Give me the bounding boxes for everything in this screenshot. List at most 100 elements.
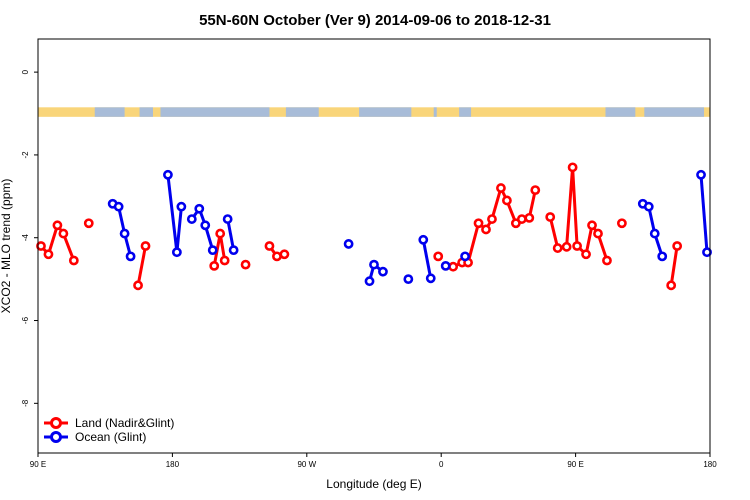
y-tick-label: -4	[21, 234, 30, 242]
data-point	[209, 260, 220, 271]
band-ocean	[605, 107, 636, 117]
legend-land-marker	[50, 417, 62, 429]
data-point	[369, 259, 379, 270]
data-point	[460, 251, 470, 262]
data-point	[440, 260, 451, 271]
data-point	[200, 220, 211, 231]
data-point	[403, 274, 414, 285]
data-point	[649, 228, 660, 239]
x-tick-label: 180	[166, 460, 180, 469]
series-line-segment	[226, 218, 236, 251]
band-ocean	[94, 107, 125, 117]
series-ocean	[107, 169, 712, 287]
data-point	[378, 266, 388, 277]
data-point	[186, 214, 197, 224]
data-point	[52, 220, 63, 231]
data-point	[176, 201, 187, 212]
data-point	[552, 243, 563, 253]
data-point	[343, 239, 354, 249]
data-point	[581, 249, 591, 260]
series-line-segment	[190, 207, 215, 251]
data-point	[264, 241, 275, 251]
data-point	[228, 245, 239, 256]
band-ocean	[285, 107, 319, 117]
data-point	[171, 247, 182, 258]
data-point	[657, 251, 668, 262]
x-tick-label: 90 E	[567, 460, 583, 469]
y-tick-label: 0	[21, 69, 30, 74]
data-point	[487, 214, 497, 224]
band-ocean	[433, 107, 437, 117]
data-point	[240, 259, 251, 270]
data-point	[567, 162, 578, 173]
data-point	[496, 183, 506, 193]
legend-item-land: Land (Nadir&Glint)	[44, 416, 174, 430]
x-tick-label: 90 W	[297, 460, 316, 469]
legend-ocean-marker	[50, 431, 62, 443]
data-point	[572, 241, 582, 251]
series-line-segment	[669, 245, 679, 286]
x-axis: 90 E 180 90 W 0 90 E 180	[30, 453, 717, 469]
data-point	[433, 251, 444, 262]
band-ocean	[139, 107, 153, 117]
band-ocean	[459, 107, 472, 117]
series-line-segment	[421, 239, 433, 279]
x-tick-label: 90 E	[30, 460, 46, 469]
band-ocean	[359, 107, 412, 117]
data-point	[666, 280, 677, 291]
data-point	[425, 273, 436, 284]
data-point	[207, 245, 218, 256]
data-point	[222, 214, 233, 224]
legend: Land (Nadir&Glint) Ocean (Glint)	[44, 416, 174, 444]
data-point	[279, 249, 290, 260]
data-point	[219, 255, 230, 266]
data-point	[83, 218, 94, 229]
data-point	[672, 241, 683, 251]
data-point	[215, 228, 226, 239]
data-point	[593, 228, 603, 239]
data-point	[516, 214, 527, 224]
data-point	[530, 185, 541, 196]
y-tick-label: -8	[21, 399, 30, 407]
data-point	[561, 241, 572, 252]
data-point	[36, 241, 46, 251]
data-point	[696, 169, 706, 180]
series-layer	[36, 162, 712, 291]
data-point	[125, 251, 136, 262]
data-point	[43, 249, 54, 260]
data-point	[545, 212, 556, 222]
band-ocean	[160, 107, 270, 117]
data-point	[113, 201, 124, 212]
data-point	[68, 255, 79, 266]
legend-item-ocean: Ocean (Glint)	[44, 430, 146, 444]
plot-frame	[37, 38, 711, 454]
data-point	[364, 276, 375, 287]
series-line-segment	[699, 174, 709, 253]
land-ocean-band	[38, 107, 710, 117]
data-point	[524, 212, 535, 223]
legend-land-label: Land (Nadir&Glint)	[75, 416, 174, 430]
data-point	[643, 201, 654, 212]
data-point	[133, 280, 143, 291]
data-point	[58, 228, 69, 239]
band-ocean	[644, 107, 705, 117]
data-point	[616, 218, 627, 229]
y-tick-label: -6	[21, 316, 30, 324]
y-tick-label: -2	[21, 151, 30, 159]
x-tick-label: 0	[439, 460, 444, 469]
data-point	[481, 224, 491, 235]
y-axis-label: XCO2 - MLO trend (ppm)	[0, 179, 13, 314]
data-point	[473, 218, 484, 229]
x-axis-label: Longitude (deg E)	[326, 477, 421, 491]
data-point	[418, 234, 429, 245]
data-point	[587, 220, 597, 231]
data-point	[448, 261, 459, 272]
legend-ocean-label: Ocean (Glint)	[75, 430, 146, 444]
data-point	[163, 169, 173, 180]
data-point	[119, 228, 130, 239]
chart-title: 55N-60N October (Ver 9) 2014-09-06 to 20…	[199, 12, 551, 29]
data-point	[194, 203, 205, 214]
y-axis: 0 -2 -4 -6 -8	[21, 69, 38, 407]
